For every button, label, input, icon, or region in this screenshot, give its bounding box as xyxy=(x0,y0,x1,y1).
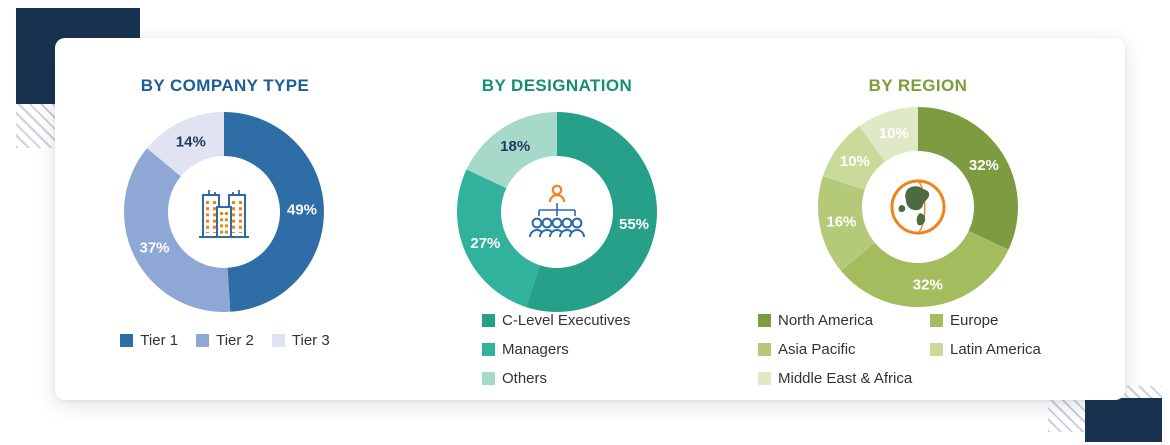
legend-item: Managers xyxy=(482,341,630,358)
legend-label: Asia Pacific xyxy=(778,341,856,358)
legend-item: Others xyxy=(482,370,630,387)
donut-segment xyxy=(146,112,224,177)
percent-label: 18% xyxy=(500,138,530,155)
legend-swatch xyxy=(482,343,495,356)
legend-designation: C-Level Executives Managers Others xyxy=(482,312,630,387)
legend-label: Tier 3 xyxy=(291,332,330,349)
legend-item: Asia Pacific xyxy=(758,341,930,358)
donut-segment xyxy=(918,107,1018,250)
legend-swatch xyxy=(196,334,210,347)
legend-item: North America xyxy=(758,312,930,329)
chart-title-designation: BY DESIGNATION xyxy=(481,76,633,95)
legend-label: Others xyxy=(502,370,548,387)
chart-title-region: BY REGION xyxy=(868,76,968,95)
legend-swatch xyxy=(120,334,134,347)
legend-item: Latin America xyxy=(930,341,1102,358)
legend-label: Europe xyxy=(950,312,999,329)
percent-label: 55% xyxy=(619,216,649,233)
legend-item: C-Level Executives xyxy=(482,312,630,329)
legend-label: Middle East & Africa xyxy=(778,370,913,387)
donut-chart-designation: 55% 27% 18% xyxy=(452,107,662,317)
donut-svg-company-type: 49% 37% 14% xyxy=(124,112,324,312)
org-chart-icon xyxy=(526,181,588,243)
decor-hatch-top-left xyxy=(16,104,62,148)
percent-label: 49% xyxy=(287,202,317,219)
donut-segment xyxy=(817,176,875,271)
decor-navy-bottom-right xyxy=(1085,398,1162,442)
legend-label: Tier 1 xyxy=(140,332,179,349)
donut-segment xyxy=(526,112,657,312)
legend-label: Tier 2 xyxy=(216,332,254,349)
donut-segment xyxy=(124,148,231,312)
percent-label: 10% xyxy=(840,153,870,170)
percent-label: 32% xyxy=(913,276,943,293)
legend-label: Managers xyxy=(502,341,569,358)
donut-svg-designation: 55% 27% 18% xyxy=(456,112,657,312)
chart-title-company-type: BY COMPANY TYPE xyxy=(140,76,310,95)
legend-swatch xyxy=(758,343,771,356)
donut-chart-region: 32% 32% 16% 10% 10% xyxy=(813,102,1023,312)
donut-segment xyxy=(224,112,324,312)
legend-swatch xyxy=(271,334,285,347)
legend-swatch xyxy=(482,314,495,327)
legend-item: Middle East & Africa xyxy=(758,370,930,387)
legend-label: North America xyxy=(778,312,874,329)
legend-swatch xyxy=(930,314,943,327)
percent-label: 27% xyxy=(470,235,500,252)
legend-item: Tier 2 xyxy=(196,332,254,349)
percent-label: 37% xyxy=(139,239,169,256)
globe-icon xyxy=(887,176,949,238)
donut-segment xyxy=(456,169,540,308)
legend-item: Europe xyxy=(930,312,1102,329)
legend-swatch xyxy=(758,314,771,327)
legend-swatch xyxy=(930,343,943,356)
percent-label: 14% xyxy=(176,133,206,150)
donut-segment xyxy=(859,107,918,162)
donut-segment xyxy=(822,126,886,190)
percent-label: 16% xyxy=(826,214,856,231)
donut-segment xyxy=(466,112,557,189)
legend-label: C-Level Executives xyxy=(502,312,631,329)
infographic-card: BY COMPANY TYPE 49% 37% 14% Tier 1 xyxy=(55,38,1125,400)
legend-label: Latin America xyxy=(950,341,1041,358)
legend-swatch xyxy=(482,372,495,385)
buildings-icon xyxy=(193,181,255,243)
legend-item: Tier 3 xyxy=(271,332,330,349)
donut-chart-company-type: 49% 37% 14% xyxy=(119,107,329,317)
legend-item: Tier 1 xyxy=(120,332,178,349)
donut-svg-region: 32% 32% 16% 10% 10% xyxy=(817,107,1018,307)
legend-swatch xyxy=(758,372,771,385)
percent-label: 32% xyxy=(969,157,999,174)
legend-company-type: Tier 1 Tier 2 Tier 3 xyxy=(105,332,345,349)
legend-region: North America Europe Asia Pacific Latin … xyxy=(758,312,1102,387)
donut-segment xyxy=(840,230,1009,307)
percent-label: 10% xyxy=(879,125,909,142)
